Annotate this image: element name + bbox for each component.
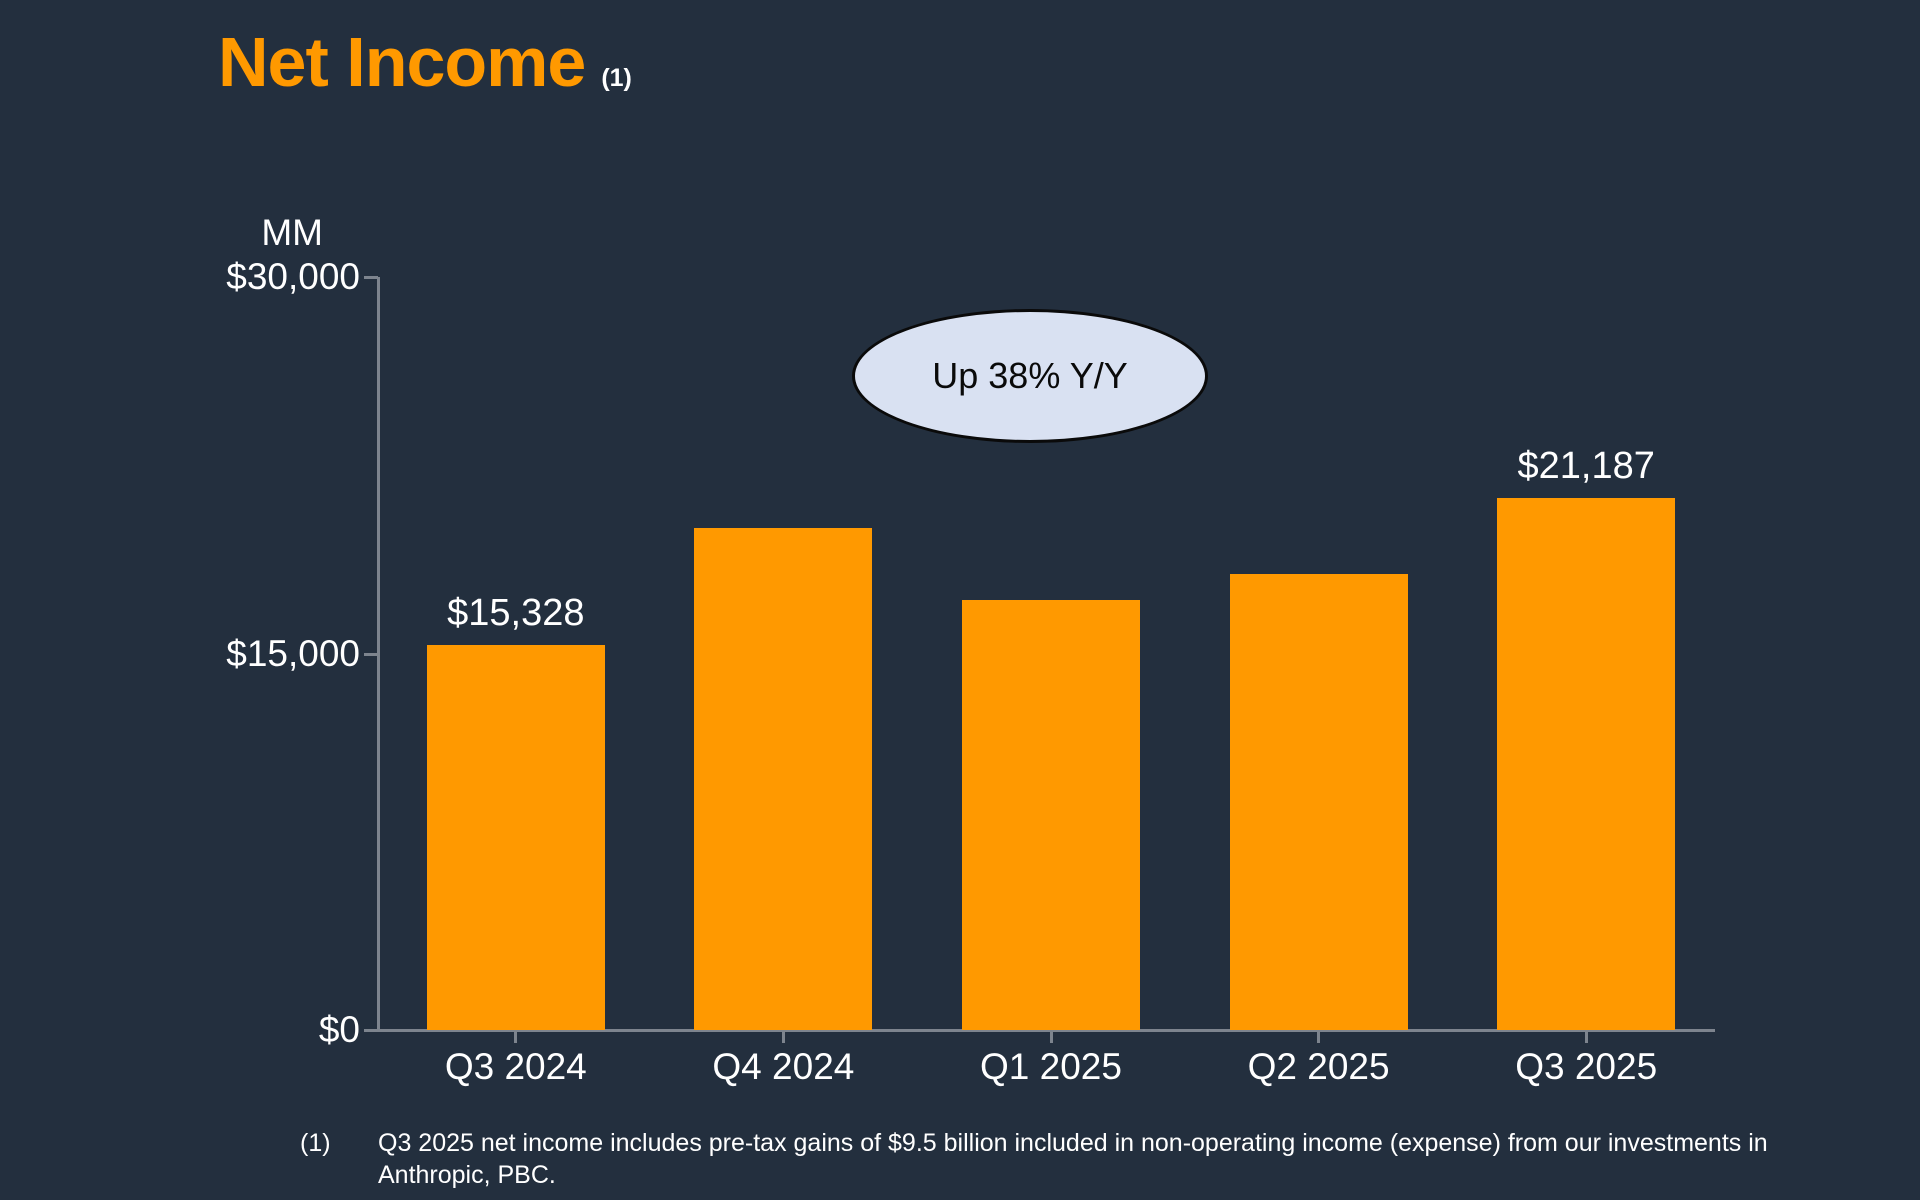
y-tick-label-30000: $30,000 xyxy=(226,256,360,297)
growth-callout-text: Up 38% Y/Y xyxy=(932,355,1128,396)
bar-q2-2025 xyxy=(1229,574,1408,1030)
y-tick-label-0: $0 xyxy=(318,1009,360,1050)
x-tick-q4-2024 xyxy=(781,1030,785,1043)
x-tick-q1-2025 xyxy=(1049,1030,1053,1043)
x-tick-q3-2024 xyxy=(514,1030,518,1043)
page-title: Net Income xyxy=(218,23,586,101)
footnote-line-1: Q3 2025 net income includes pre-tax gain… xyxy=(378,1129,1768,1157)
y-tick-30000 xyxy=(364,276,378,279)
title-row: Net Income (1) xyxy=(218,24,632,101)
footnote-marker: (1) xyxy=(300,1129,331,1157)
bar-value-q3-2025: $21,187 xyxy=(1517,445,1655,488)
y-axis-line xyxy=(377,277,380,1030)
title-footnote-marker: (1) xyxy=(601,64,632,92)
y-axis-unit-label: MM xyxy=(261,212,323,253)
footnote-text: Q3 2025 net income includes pre-tax gain… xyxy=(378,1127,1778,1191)
x-label-q4-2024: Q4 2024 xyxy=(712,1046,855,1087)
x-label-q3-2025: Q3 2025 xyxy=(1515,1046,1658,1087)
growth-callout-ellipse: Up 38% Y/Y xyxy=(852,309,1208,443)
x-label-q1-2025: Q1 2025 xyxy=(980,1046,1122,1087)
bar-value-q3-2024: $15,328 xyxy=(447,592,585,635)
y-tick-15000 xyxy=(364,652,378,656)
bar-q4-2024 xyxy=(694,527,873,1030)
y-tick-label-15000: $15,000 xyxy=(226,632,360,674)
x-tick-q3-2025 xyxy=(1584,1030,1588,1043)
y-tick-0 xyxy=(364,1029,378,1032)
bar-q3-2025 xyxy=(1497,498,1676,1030)
x-label-q3-2024: Q3 2024 xyxy=(444,1046,587,1087)
bar-q1-2025 xyxy=(962,600,1140,1030)
x-label-q2-2025: Q2 2025 xyxy=(1247,1046,1390,1087)
footnote-line-2: Anthropic, PBC. xyxy=(378,1161,556,1189)
bar-q3-2024 xyxy=(426,645,605,1030)
x-axis-line xyxy=(364,1029,1715,1032)
x-tick-q2-2025 xyxy=(1317,1030,1321,1043)
